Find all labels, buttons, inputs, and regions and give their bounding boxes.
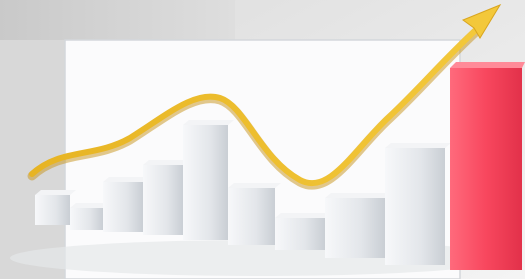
bar — [103, 177, 149, 232]
bar — [183, 120, 234, 240]
bar — [143, 160, 189, 235]
bar — [35, 190, 76, 225]
bar — [228, 183, 281, 245]
illustration — [0, 0, 525, 279]
bar — [275, 213, 331, 250]
page — [0, 0, 525, 279]
bar — [325, 193, 391, 258]
bar — [385, 143, 451, 265]
wall — [0, 0, 235, 40]
bar-highlight — [450, 62, 525, 270]
